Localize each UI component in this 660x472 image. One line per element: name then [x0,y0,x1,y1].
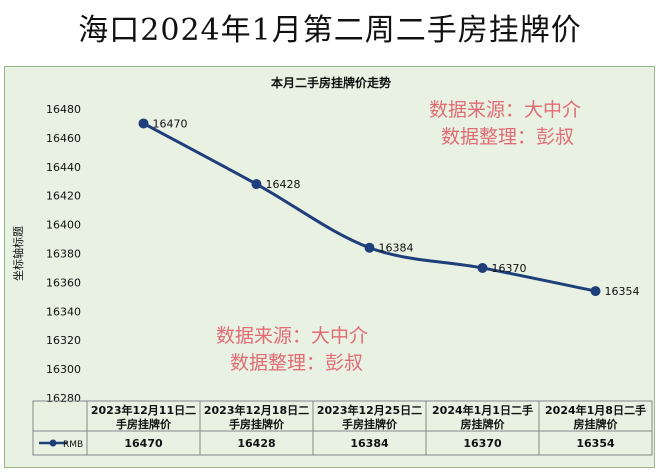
y-tick-label: 16300 [46,363,81,376]
category-label: 房挂牌价 [574,417,619,431]
category-label: 2023年12月11日二 [91,403,196,417]
table-value: 16370 [463,437,502,450]
watermark-bottom: 数据来源：大中介 数据整理：彭叔 [216,323,368,377]
category-label: 房挂牌价 [461,417,506,431]
data-label: 16370 [492,262,527,275]
y-tick-label: 16420 [46,190,81,203]
watermark-top: 数据来源：大中介 数据整理：彭叔 [429,97,581,151]
category-label: 2023年12月25日二 [317,403,422,417]
data-label: 16428 [266,178,301,191]
table-value: 16470 [124,437,163,450]
data-point [138,118,149,129]
y-tick-label: 16380 [46,248,81,261]
chart-title: 本月二手房挂牌价走势 [271,75,391,90]
y-tick-label: 16460 [46,132,81,145]
table-value: 16354 [576,437,615,450]
category-label: 2024年1月1日二手 [432,403,533,417]
y-tick-label: 16320 [46,334,81,347]
category-label: 手房挂牌价 [116,417,172,431]
y-tick-label: 16480 [46,103,81,116]
watermark-source: 数据来源：大中介 [216,325,369,347]
table-value: 16428 [237,437,275,450]
data-label: 16470 [153,117,188,130]
watermark-editor: 数据整理：彭叔 [230,352,364,374]
page-title: 海口2024年1月第二周二手房挂牌价 [78,13,582,48]
category-label: 手房挂牌价 [342,417,398,431]
category-label: 手房挂牌价 [229,417,285,431]
y-tick-label: 16340 [46,305,81,318]
data-point [477,262,488,273]
watermark-source: 数据来源：大中介 [429,99,582,121]
watermark-editor: 数据整理：彭叔 [441,126,575,148]
y-tick-label: 16400 [46,219,81,232]
legend-key-marker [49,439,57,447]
data-label: 16354 [605,285,640,298]
chart-frame: 本月二手房挂牌价走势坐标轴标题 16280 16300 16320 16340 16360… [4,66,655,468]
data-point [590,286,601,297]
y-tick-label: 16280 [46,392,81,405]
y-tick-label: 16440 [46,161,81,174]
data-label: 16384 [379,242,414,255]
data-table-border [32,400,653,456]
data-point [251,179,262,190]
category-label: 2023年12月18日二 [204,403,309,417]
data-point [364,242,375,253]
y-tick-label: 16360 [46,276,81,289]
legend-label: RMB [63,440,83,450]
y-axis-title: 坐标轴标题 [11,226,25,281]
table-value: 16384 [350,437,389,450]
category-label: 2024年1月8日二手 [545,403,646,417]
